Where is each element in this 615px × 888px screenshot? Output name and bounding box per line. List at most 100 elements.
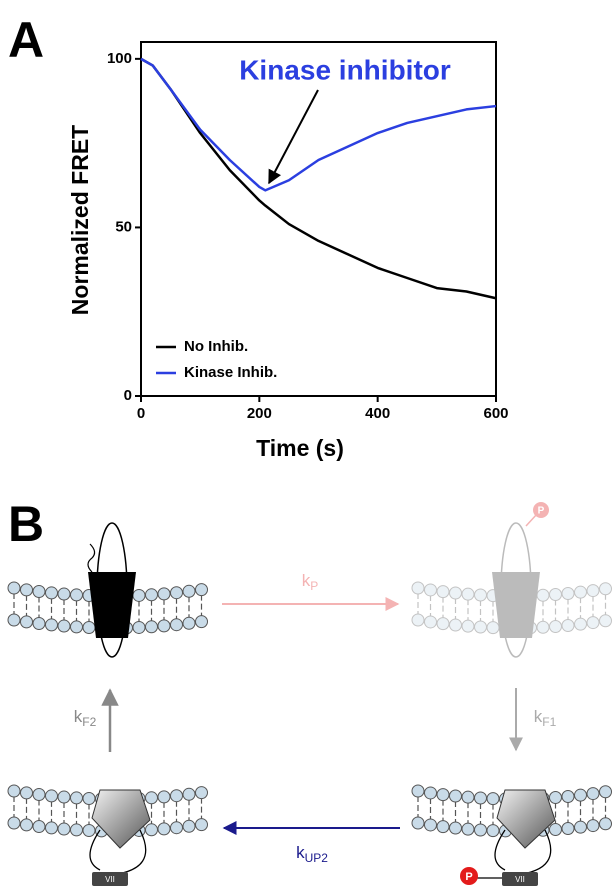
lipid-head [20, 786, 33, 800]
lipid-head [82, 824, 96, 838]
lipid-head [586, 584, 600, 598]
protein [91, 789, 151, 849]
lipid-head [32, 788, 46, 802]
y-axis-label: Normalized FRET [67, 125, 93, 315]
lipid-head [145, 823, 158, 837]
lipid-head [7, 816, 21, 830]
lipid-head [599, 614, 612, 628]
phospho-label: P [538, 506, 545, 517]
lipid-head [145, 588, 158, 602]
lipid-head [145, 791, 158, 805]
annotation-arrow [268, 89, 319, 185]
lipid-head [586, 787, 600, 801]
lipid-head [486, 824, 500, 838]
lipid-head [486, 792, 500, 806]
lipid-head [449, 789, 462, 803]
lipid-head [195, 786, 208, 800]
diagram: P VII P VII kP kF2 kF1 kUP2 [7, 502, 612, 886]
lipid-head [599, 817, 612, 831]
rate-base: k [296, 843, 305, 862]
lipid-head [474, 791, 487, 805]
lipid-head [411, 581, 425, 595]
lipid-head [449, 821, 462, 835]
lipid-head [195, 818, 208, 832]
x-axis-label: Time (s) [256, 435, 344, 461]
domain-box [92, 872, 128, 886]
lipid-head [549, 588, 562, 602]
chart: Time (s) Normalized FRET Kinase inhibito… [67, 41, 509, 461]
lipid-head [436, 585, 450, 599]
lipid-head [486, 621, 500, 635]
y-tick-label: 50 [115, 218, 132, 235]
lipid-head [70, 588, 83, 602]
lipid-head [132, 620, 146, 634]
lipid-head [549, 620, 562, 634]
legend-label: Kinase Inhib. [184, 364, 277, 381]
lipid-head [32, 617, 46, 631]
domain-box [502, 872, 538, 886]
lipid-head [7, 581, 21, 595]
lipid-head [182, 787, 196, 801]
lipid-head [561, 586, 575, 600]
lipid-head [586, 819, 600, 833]
lipid-head [549, 791, 562, 805]
lipid-head [57, 790, 71, 804]
lipid-head [70, 823, 83, 837]
lipid-head [170, 789, 183, 803]
phospho [533, 502, 549, 518]
panel-label: B [8, 496, 44, 552]
lipid-head [20, 583, 33, 597]
lipid-head [424, 583, 437, 597]
rate-label: kF2 [74, 707, 97, 729]
lipid-head [182, 584, 196, 598]
x-tick-label: 600 [483, 405, 508, 422]
lipid-head [132, 588, 146, 602]
lipid-head [449, 586, 462, 600]
rate-base: k [534, 707, 543, 726]
lipid-head [20, 818, 33, 832]
y-tick-label: 0 [124, 387, 132, 404]
lipid-head [7, 613, 21, 627]
panel-label: A [8, 12, 44, 68]
lipid-head [32, 820, 46, 834]
lipid-head [599, 785, 612, 799]
x-tick-label: 200 [247, 405, 272, 422]
link [525, 513, 538, 527]
lipid-head [170, 618, 183, 632]
lipid-head [536, 620, 550, 634]
lipid-head [182, 616, 196, 630]
protein [496, 789, 556, 849]
lipid-head [182, 819, 196, 833]
lipid-head [20, 615, 33, 629]
lipid-head [586, 616, 600, 630]
lipid-head [157, 822, 171, 836]
rate-sub: F1 [542, 715, 556, 729]
rate-label: kF1 [534, 707, 557, 729]
domain-label: VII [515, 875, 525, 884]
lipid-head [599, 582, 612, 596]
rate-sub: UP2 [305, 851, 329, 865]
series-line [140, 57, 497, 192]
lipid-head [57, 822, 71, 836]
lipid-head [561, 618, 575, 632]
lipid-head [82, 792, 96, 806]
lipid-head [461, 822, 475, 836]
protein [492, 572, 540, 638]
lipid-head [474, 620, 487, 634]
lipid-head [474, 588, 487, 602]
lipid-head [549, 823, 562, 837]
lipid-head [45, 821, 58, 835]
rate-label: kP [302, 571, 319, 593]
lipid-head [195, 615, 208, 629]
lipid-head [195, 583, 208, 597]
x-tick-label: 0 [137, 405, 145, 422]
lipid-head [574, 585, 587, 599]
lipid-head [436, 788, 450, 802]
lipid-head [170, 821, 183, 835]
lipid-head [449, 618, 462, 632]
lipid-head [57, 587, 71, 601]
lipid-head [561, 789, 575, 803]
lipid-head [474, 823, 487, 837]
